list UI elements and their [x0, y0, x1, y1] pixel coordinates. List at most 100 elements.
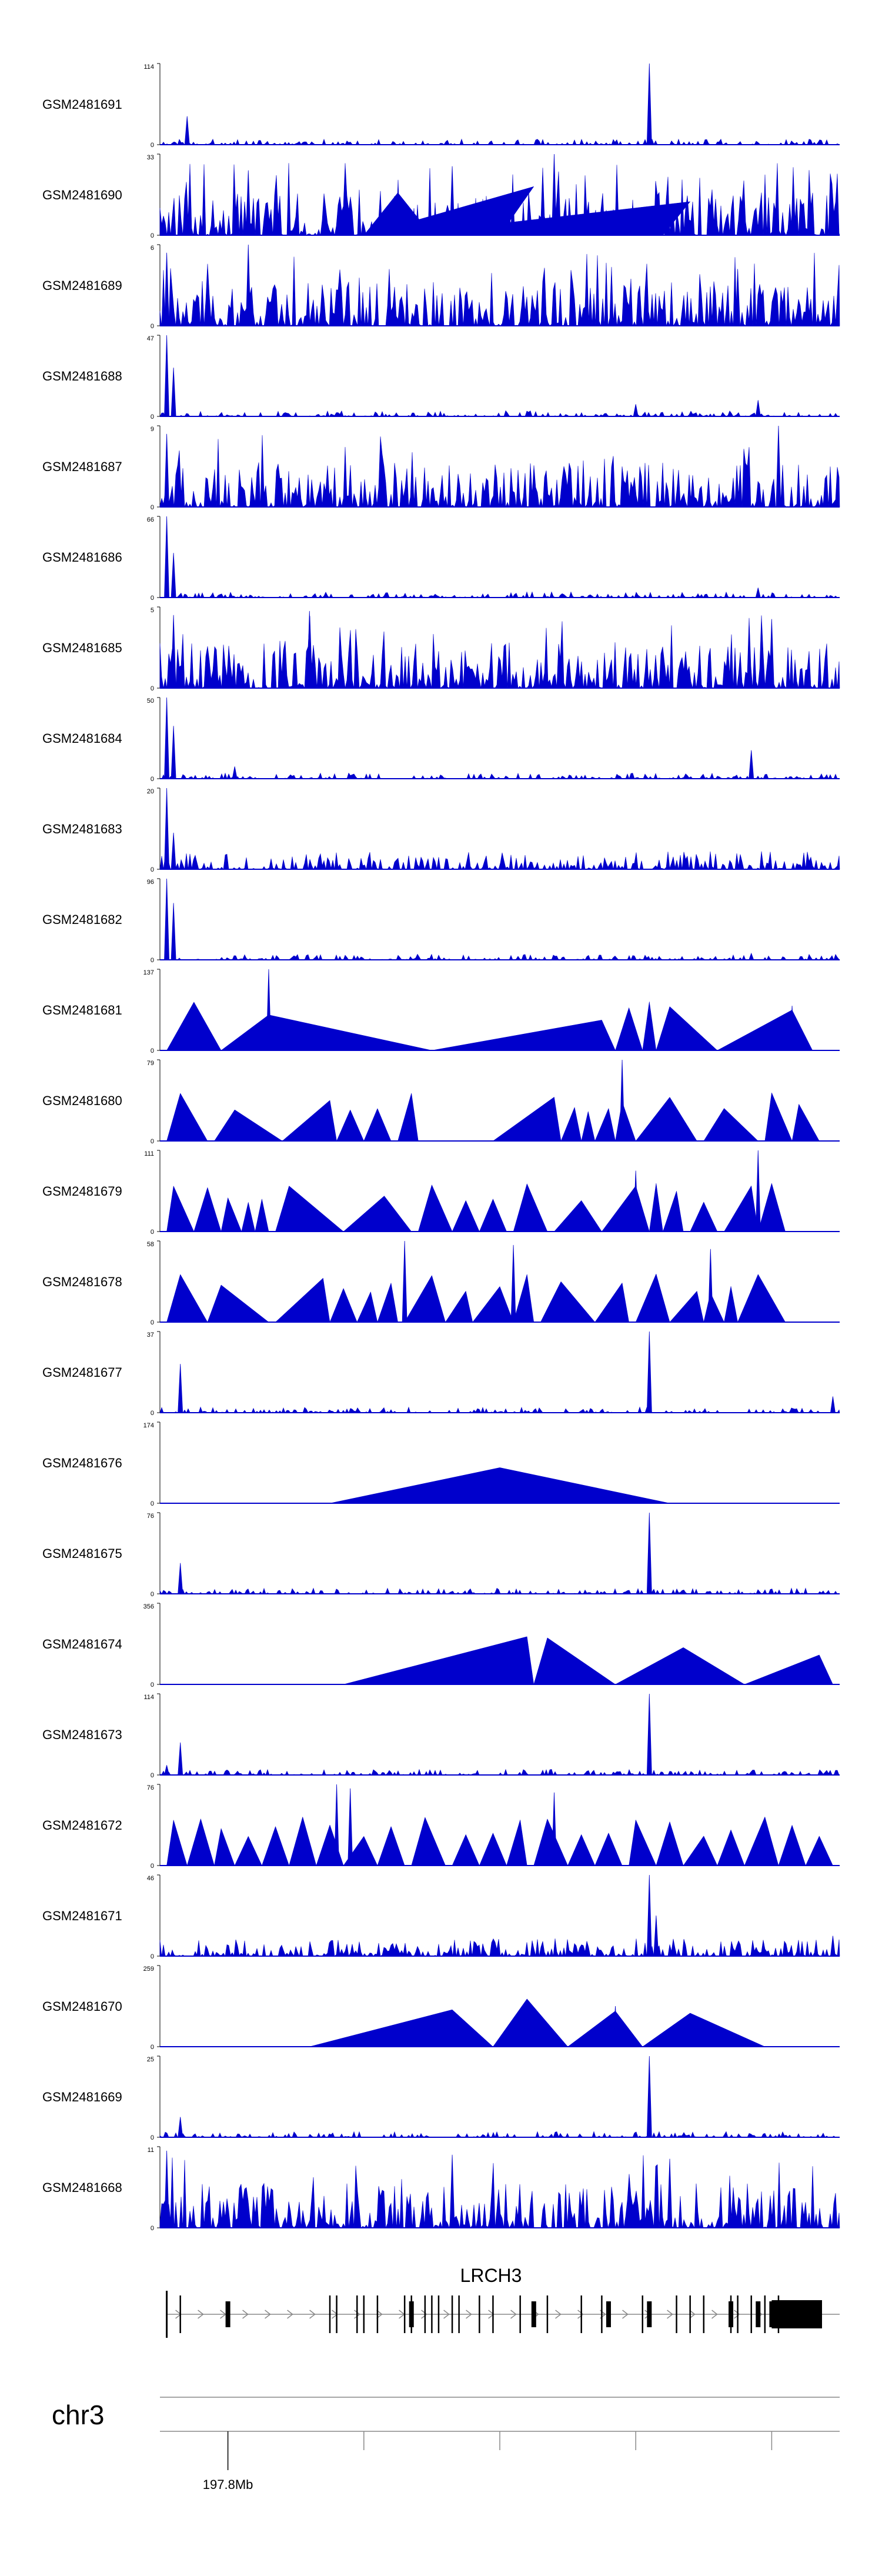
- coverage-peak: [171, 832, 176, 870]
- strand-arrow: [198, 2310, 204, 2319]
- y-max-label: 37: [147, 1332, 154, 1339]
- coverage-segment: [703, 1292, 724, 1323]
- coverage-area: [160, 772, 840, 779]
- y-min-label: 0: [151, 595, 154, 602]
- y-min-label: 0: [151, 1138, 154, 1145]
- coverage-peak: [749, 952, 754, 960]
- coverage-segment: [533, 1637, 616, 1685]
- coverage-segment: [744, 1816, 779, 1866]
- coverage-peak: [510, 1244, 516, 1323]
- coverage-segment: [567, 1834, 596, 1866]
- strand-arrow: [734, 2310, 740, 2319]
- coverage-peak: [334, 1784, 339, 1866]
- track-GSM2481680: GSM2481680 79 0: [42, 1059, 840, 1145]
- track-label: GSM2481683: [42, 822, 122, 836]
- coverage-segment: [404, 1275, 446, 1323]
- coverage-segment: [663, 1191, 684, 1232]
- coverage-peak: [164, 878, 169, 960]
- coverage-peak: [164, 2150, 169, 2228]
- coverage-peak: [164, 335, 169, 417]
- y-max-label: 20: [147, 788, 154, 795]
- coverage-segment: [452, 1200, 480, 1232]
- coverage-segment: [615, 1007, 643, 1051]
- coverage-peak: [171, 553, 176, 598]
- strand-arrow: [667, 2310, 673, 2319]
- coverage-peak: [266, 969, 272, 1051]
- coverage-peak: [646, 1874, 652, 1957]
- coverage-segment: [432, 1020, 616, 1051]
- coverage-segment: [506, 1820, 527, 1866]
- y-min-label: 0: [151, 957, 154, 964]
- coverage-peak: [171, 368, 176, 417]
- coverage-segment: [214, 1109, 283, 1142]
- coverage-peak: [164, 433, 169, 508]
- terminal-exon-block: [771, 2300, 822, 2328]
- chromosome-label: chr3: [52, 2400, 104, 2430]
- track-label: GSM2481669: [42, 2090, 122, 2104]
- y-min-label: 0: [151, 2225, 154, 2232]
- coverage-area: [159, 1769, 840, 1776]
- coverage-segment: [690, 1202, 718, 1232]
- coverage-peak: [449, 166, 455, 236]
- coverage-segment: [343, 1636, 534, 1685]
- coverage-segment: [316, 1824, 344, 1866]
- coverage-peak: [633, 404, 639, 417]
- track-GSM2481683: GSM2481683 20 0: [42, 788, 840, 873]
- coverage-area: [159, 953, 840, 960]
- coverage-segment: [703, 1108, 759, 1142]
- coverage-peak: [633, 1170, 639, 1232]
- coverage-peak: [178, 1364, 183, 1413]
- track-GSM2481687: GSM2481687 9 0: [42, 425, 840, 511]
- strand-arrow: [354, 2310, 360, 2319]
- y-max-label: 58: [147, 1241, 154, 1248]
- coverage-area: [159, 1406, 840, 1413]
- strand-arrow: [220, 2310, 226, 2319]
- coding-exon: [531, 2301, 536, 2327]
- coverage-segment: [649, 1183, 663, 1232]
- coverage-peak: [707, 1249, 713, 1323]
- track-label: GSM2481691: [42, 97, 122, 112]
- y-max-label: 79: [147, 1060, 154, 1067]
- track-GSM2481686: GSM2481686 66 0: [42, 516, 840, 602]
- y-max-label: 76: [147, 1784, 154, 1791]
- coverage-area: [159, 615, 840, 689]
- track-label: GSM2481678: [42, 1274, 122, 1289]
- coverage-peak: [306, 610, 312, 689]
- coverage-area: [159, 2155, 840, 2228]
- gene-name-label: LRCH3: [460, 2265, 522, 2286]
- coding-exon: [756, 2301, 761, 2327]
- coverage-segment: [744, 1654, 833, 1685]
- coverage-segment: [717, 1829, 745, 1866]
- track-GSM2481675: GSM2481675 76 0: [42, 1512, 840, 1598]
- coverage-peak: [749, 750, 754, 779]
- coverage-segment: [492, 1096, 562, 1142]
- coverage-peak: [646, 1512, 652, 1594]
- coverage-segment: [166, 1093, 208, 1142]
- strand-arrow: [555, 2310, 562, 2319]
- track-label: GSM2481672: [42, 1818, 122, 1833]
- coverage-segment: [397, 1093, 419, 1142]
- coverage-segment: [241, 1202, 256, 1232]
- coverage-peak: [619, 1059, 625, 1142]
- coverage-peak: [402, 1240, 407, 1323]
- y-max-label: 259: [143, 1966, 154, 1973]
- y-min-label: 0: [151, 1319, 154, 1326]
- coverage-area: [159, 410, 840, 417]
- coding-exon: [606, 2301, 611, 2327]
- gene-annotation-track: LRCH3: [166, 2265, 840, 2338]
- y-min-label: 0: [151, 142, 154, 149]
- coding-exon: [647, 2301, 652, 2327]
- coverage-peak: [830, 1396, 836, 1413]
- coverage-peak: [735, 269, 741, 326]
- coverage-segment: [289, 1816, 317, 1866]
- y-max-label: 6: [151, 245, 154, 252]
- track-GSM2481691: GSM2481691 114 0: [42, 63, 840, 149]
- strand-arrow: [376, 2310, 383, 2319]
- y-max-label: 137: [143, 969, 154, 976]
- strand-arrow: [443, 2310, 450, 2319]
- coverage-peak: [755, 400, 761, 417]
- y-max-label: 25: [147, 2056, 154, 2063]
- coverage-peak: [164, 1765, 170, 1776]
- coverage-segment: [615, 1102, 636, 1142]
- strand-arrow: [577, 2310, 584, 2319]
